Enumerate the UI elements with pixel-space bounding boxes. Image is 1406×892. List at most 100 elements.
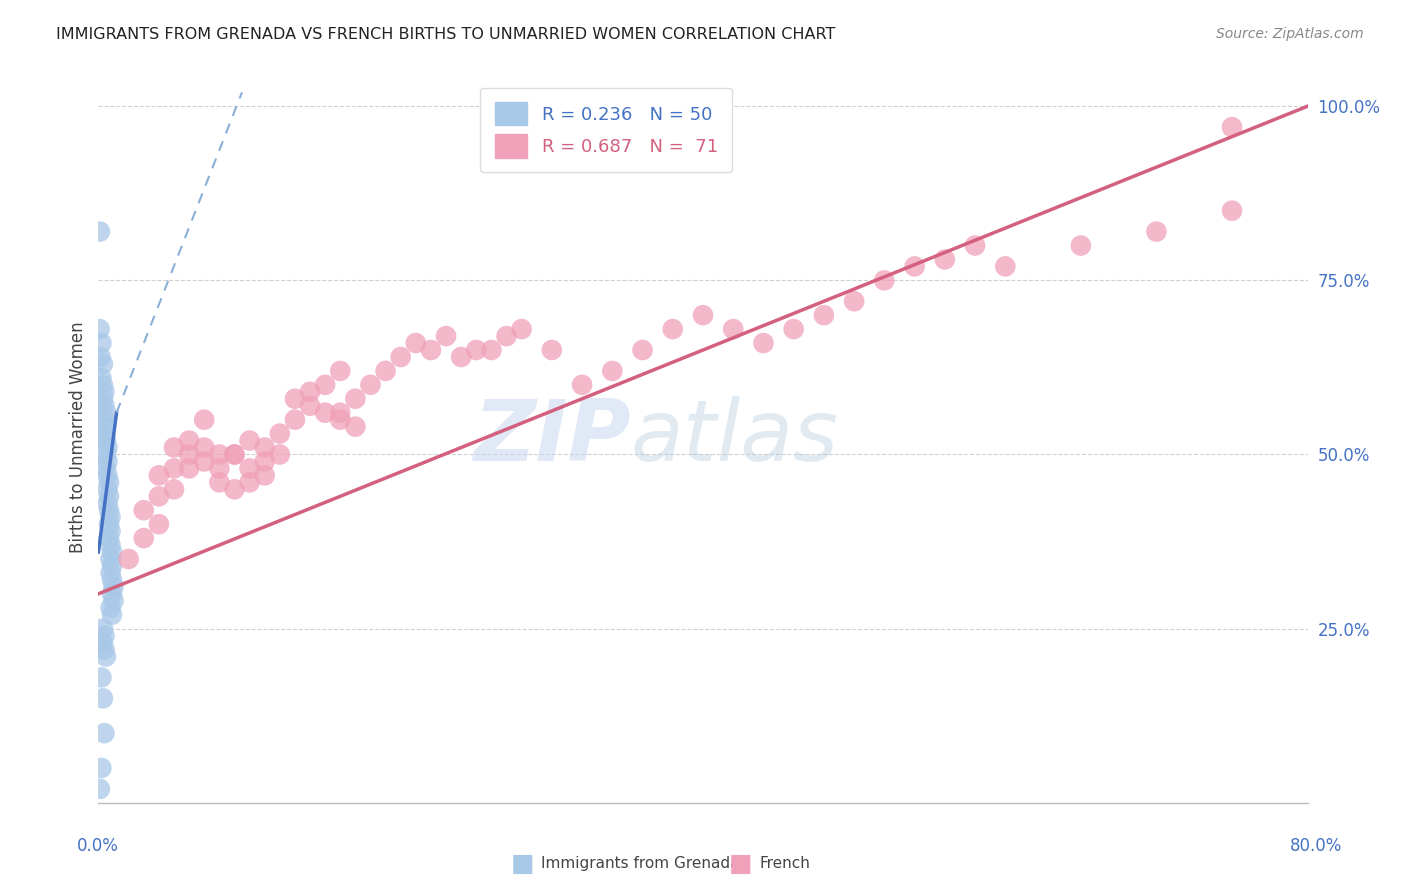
Point <box>813 308 835 322</box>
Point <box>904 260 927 274</box>
Point <box>90 761 112 775</box>
Point <box>224 483 246 497</box>
Point <box>98 475 121 490</box>
Point <box>90 371 112 385</box>
Point <box>269 426 291 441</box>
Point <box>103 594 125 608</box>
Point <box>284 412 307 426</box>
Point <box>389 350 412 364</box>
Text: atlas: atlas <box>630 395 838 479</box>
Point <box>783 322 806 336</box>
Point <box>90 336 112 351</box>
Point <box>148 489 170 503</box>
Point <box>89 781 111 796</box>
Point <box>239 461 262 475</box>
Point <box>98 531 121 545</box>
Text: 80.0%: 80.0% <box>1291 837 1343 855</box>
Point <box>405 336 427 351</box>
Point <box>965 238 987 252</box>
Text: 0.0%: 0.0% <box>77 837 120 855</box>
Point <box>284 392 307 406</box>
Point <box>253 468 276 483</box>
Point <box>193 412 215 426</box>
Point <box>89 225 111 239</box>
Point <box>179 461 201 475</box>
Point <box>96 483 118 497</box>
Point <box>103 580 125 594</box>
Point <box>193 441 215 455</box>
Point <box>193 454 215 468</box>
Point <box>163 483 186 497</box>
Point <box>91 392 114 406</box>
Point <box>118 552 141 566</box>
Text: ZIP: ZIP <box>472 395 630 479</box>
Text: ■: ■ <box>510 852 534 875</box>
Point <box>96 496 118 510</box>
Point <box>98 517 121 532</box>
Point <box>148 468 170 483</box>
Point <box>94 419 117 434</box>
Text: Source: ZipAtlas.com: Source: ZipAtlas.com <box>1216 27 1364 41</box>
Point <box>299 399 322 413</box>
Point <box>602 364 624 378</box>
Y-axis label: Births to Unmarried Women: Births to Unmarried Women <box>69 321 87 553</box>
Point <box>93 412 115 426</box>
Point <box>374 364 396 378</box>
Point <box>344 419 367 434</box>
Point <box>224 448 246 462</box>
Point <box>465 343 488 357</box>
Text: French: French <box>759 856 810 871</box>
Point <box>360 377 382 392</box>
Point <box>101 573 124 587</box>
Point <box>420 343 443 357</box>
Point <box>239 475 262 490</box>
Point <box>101 545 124 559</box>
Point <box>96 441 118 455</box>
Point <box>844 294 866 309</box>
Point <box>100 552 122 566</box>
Point <box>752 336 775 351</box>
Point <box>132 531 155 545</box>
Point <box>1220 203 1243 218</box>
Point <box>101 587 124 601</box>
Point <box>93 426 115 441</box>
Text: Immigrants from Grenada: Immigrants from Grenada <box>541 856 740 871</box>
Point <box>661 322 683 336</box>
Point <box>163 461 186 475</box>
Point <box>96 454 118 468</box>
Point <box>1144 225 1167 239</box>
Point <box>100 566 122 580</box>
Point <box>96 468 118 483</box>
Point <box>571 377 593 392</box>
Point <box>329 406 352 420</box>
Point <box>329 412 352 426</box>
Point <box>692 308 714 322</box>
Point <box>873 273 896 287</box>
Point <box>344 392 367 406</box>
Point <box>631 343 654 357</box>
Point <box>98 503 121 517</box>
Point <box>132 503 155 517</box>
Point <box>101 607 124 622</box>
Point <box>299 384 322 399</box>
Point <box>94 406 117 420</box>
Point <box>100 600 122 615</box>
Point <box>91 622 114 636</box>
Text: IMMIGRANTS FROM GRENADA VS FRENCH BIRTHS TO UNMARRIED WOMEN CORRELATION CHART: IMMIGRANTS FROM GRENADA VS FRENCH BIRTHS… <box>56 27 835 42</box>
Point <box>90 350 112 364</box>
Point <box>101 558 124 573</box>
Point <box>94 649 117 664</box>
Point <box>540 343 562 357</box>
Point <box>329 364 352 378</box>
Point <box>208 448 231 462</box>
Point <box>253 441 276 455</box>
Point <box>208 461 231 475</box>
Point <box>481 343 503 357</box>
Point <box>91 377 114 392</box>
Point <box>269 448 291 462</box>
Point <box>91 691 114 706</box>
Point <box>314 377 336 392</box>
Point <box>224 448 246 462</box>
Point <box>994 260 1017 274</box>
Point <box>93 384 115 399</box>
